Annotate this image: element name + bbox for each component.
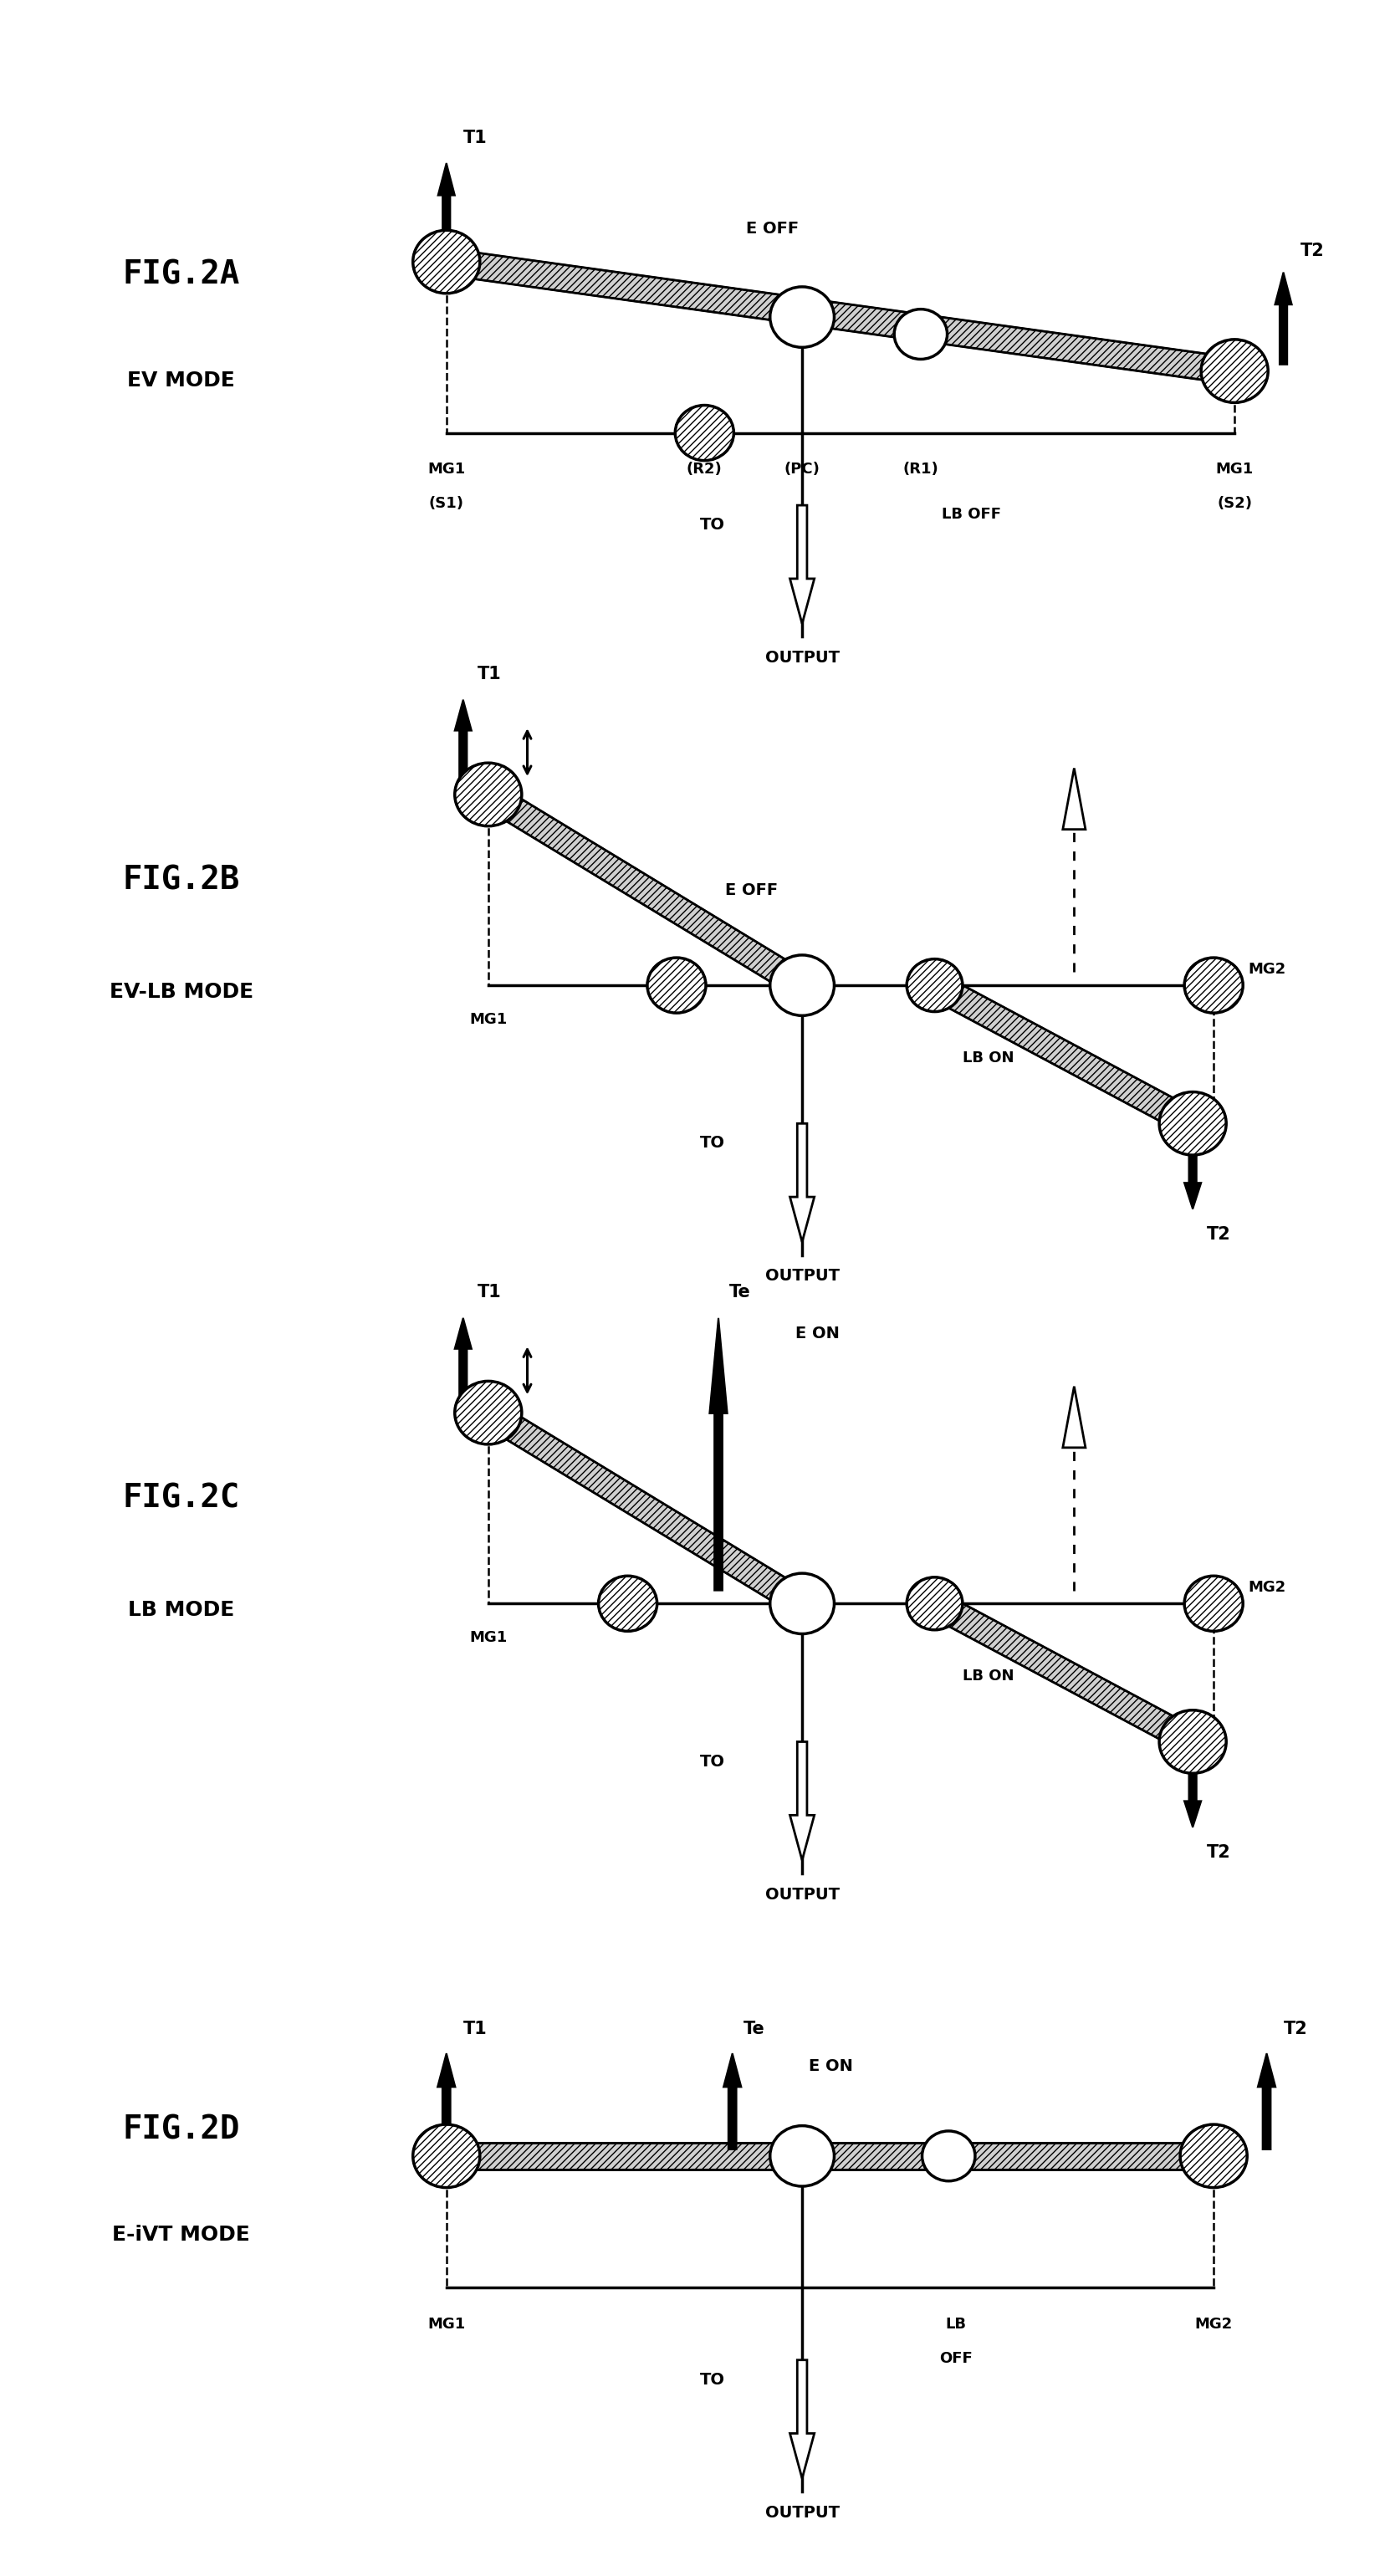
Text: OUTPUT: OUTPUT [764, 2504, 840, 2522]
FancyArrow shape [438, 2053, 455, 2148]
FancyArrow shape [790, 1741, 815, 1860]
Text: FIG.2D: FIG.2D [123, 2115, 240, 2146]
Text: MG1: MG1 [427, 461, 466, 477]
Text: FIG.2B: FIG.2B [123, 863, 240, 896]
Text: T2: T2 [1283, 2020, 1307, 2038]
Circle shape [770, 286, 834, 348]
Text: EV-LB MODE: EV-LB MODE [109, 981, 254, 1002]
FancyArrow shape [1063, 768, 1085, 829]
FancyArrow shape [1184, 1752, 1201, 1826]
Circle shape [770, 2125, 834, 2187]
PathPatch shape [446, 2143, 1214, 2169]
Text: LB MODE: LB MODE [128, 1600, 234, 1620]
PathPatch shape [481, 1401, 809, 1615]
FancyArrow shape [790, 505, 815, 623]
Text: (R1): (R1) [903, 461, 939, 477]
Text: MG2: MG2 [1249, 1579, 1286, 1595]
Text: T1: T1 [463, 129, 487, 147]
Circle shape [907, 1577, 963, 1631]
Text: E-iVT MODE: E-iVT MODE [113, 2226, 250, 2246]
Circle shape [1180, 2125, 1247, 2187]
Circle shape [1184, 1577, 1243, 1631]
Text: LB: LB [946, 2316, 965, 2331]
Text: MG2: MG2 [1249, 961, 1286, 976]
Text: LB ON: LB ON [963, 1051, 1014, 1066]
Text: E ON: E ON [809, 2058, 854, 2074]
Circle shape [1159, 1092, 1226, 1154]
Text: OUTPUT: OUTPUT [764, 1886, 840, 1904]
Text: OUTPUT: OUTPUT [764, 1267, 840, 1285]
Text: LB ON: LB ON [963, 1669, 1014, 1685]
Text: OUTPUT: OUTPUT [764, 649, 840, 667]
Text: MG1: MG1 [469, 1012, 508, 1028]
Circle shape [770, 956, 834, 1015]
Circle shape [455, 1381, 522, 1445]
PathPatch shape [928, 1592, 1200, 1754]
Text: T2: T2 [1207, 1844, 1230, 1860]
FancyArrow shape [1275, 273, 1292, 363]
Text: MG2: MG2 [1194, 2316, 1233, 2331]
Circle shape [1159, 1710, 1226, 1772]
FancyArrow shape [455, 1319, 472, 1406]
Text: OFF: OFF [939, 2352, 972, 2365]
Text: LB OFF: LB OFF [942, 507, 1002, 523]
Text: E OFF: E OFF [746, 222, 799, 237]
Circle shape [675, 404, 734, 461]
Circle shape [922, 2130, 975, 2182]
Text: E OFF: E OFF [725, 884, 778, 899]
FancyArrow shape [438, 162, 455, 255]
Circle shape [1201, 340, 1268, 402]
Text: TO: TO [700, 1136, 725, 1151]
PathPatch shape [445, 250, 1236, 384]
FancyArrow shape [790, 1123, 815, 1242]
Text: T1: T1 [477, 1285, 501, 1301]
Text: (S2): (S2) [1216, 497, 1253, 510]
Text: Te: Te [744, 2020, 764, 2038]
Circle shape [907, 958, 963, 1012]
FancyArrow shape [790, 2360, 815, 2478]
FancyArrow shape [710, 1319, 727, 1589]
Text: E ON: E ON [795, 1327, 840, 1342]
Circle shape [413, 2125, 480, 2187]
Text: TO: TO [700, 518, 725, 533]
Text: MG1: MG1 [469, 1631, 508, 1646]
Text: T1: T1 [477, 667, 501, 683]
Text: (S1): (S1) [428, 497, 465, 510]
Text: (PC): (PC) [784, 461, 820, 477]
Circle shape [598, 1577, 657, 1631]
Text: T2: T2 [1300, 242, 1324, 260]
FancyArrow shape [1258, 2053, 1275, 2148]
Circle shape [894, 309, 947, 358]
Text: T2: T2 [1207, 1226, 1230, 1242]
Text: EV MODE: EV MODE [127, 371, 236, 392]
Text: MG1: MG1 [427, 2316, 466, 2331]
Text: FIG.2A: FIG.2A [123, 260, 240, 291]
Text: MG1: MG1 [1215, 461, 1254, 477]
PathPatch shape [481, 783, 809, 997]
Circle shape [413, 229, 480, 294]
PathPatch shape [928, 974, 1200, 1136]
FancyArrow shape [455, 701, 472, 788]
Circle shape [770, 1574, 834, 1633]
Circle shape [455, 762, 522, 827]
Text: TO: TO [700, 1754, 725, 1770]
Text: TO: TO [700, 2372, 725, 2388]
FancyArrow shape [1063, 1386, 1085, 1448]
Text: T1: T1 [463, 2020, 487, 2038]
FancyArrow shape [724, 2053, 741, 2148]
Circle shape [647, 958, 706, 1012]
Circle shape [1184, 958, 1243, 1012]
Text: (R2): (R2) [686, 461, 723, 477]
Text: Te: Te [730, 1285, 751, 1301]
Text: FIG.2C: FIG.2C [123, 1481, 240, 1515]
FancyArrow shape [1184, 1133, 1201, 1208]
